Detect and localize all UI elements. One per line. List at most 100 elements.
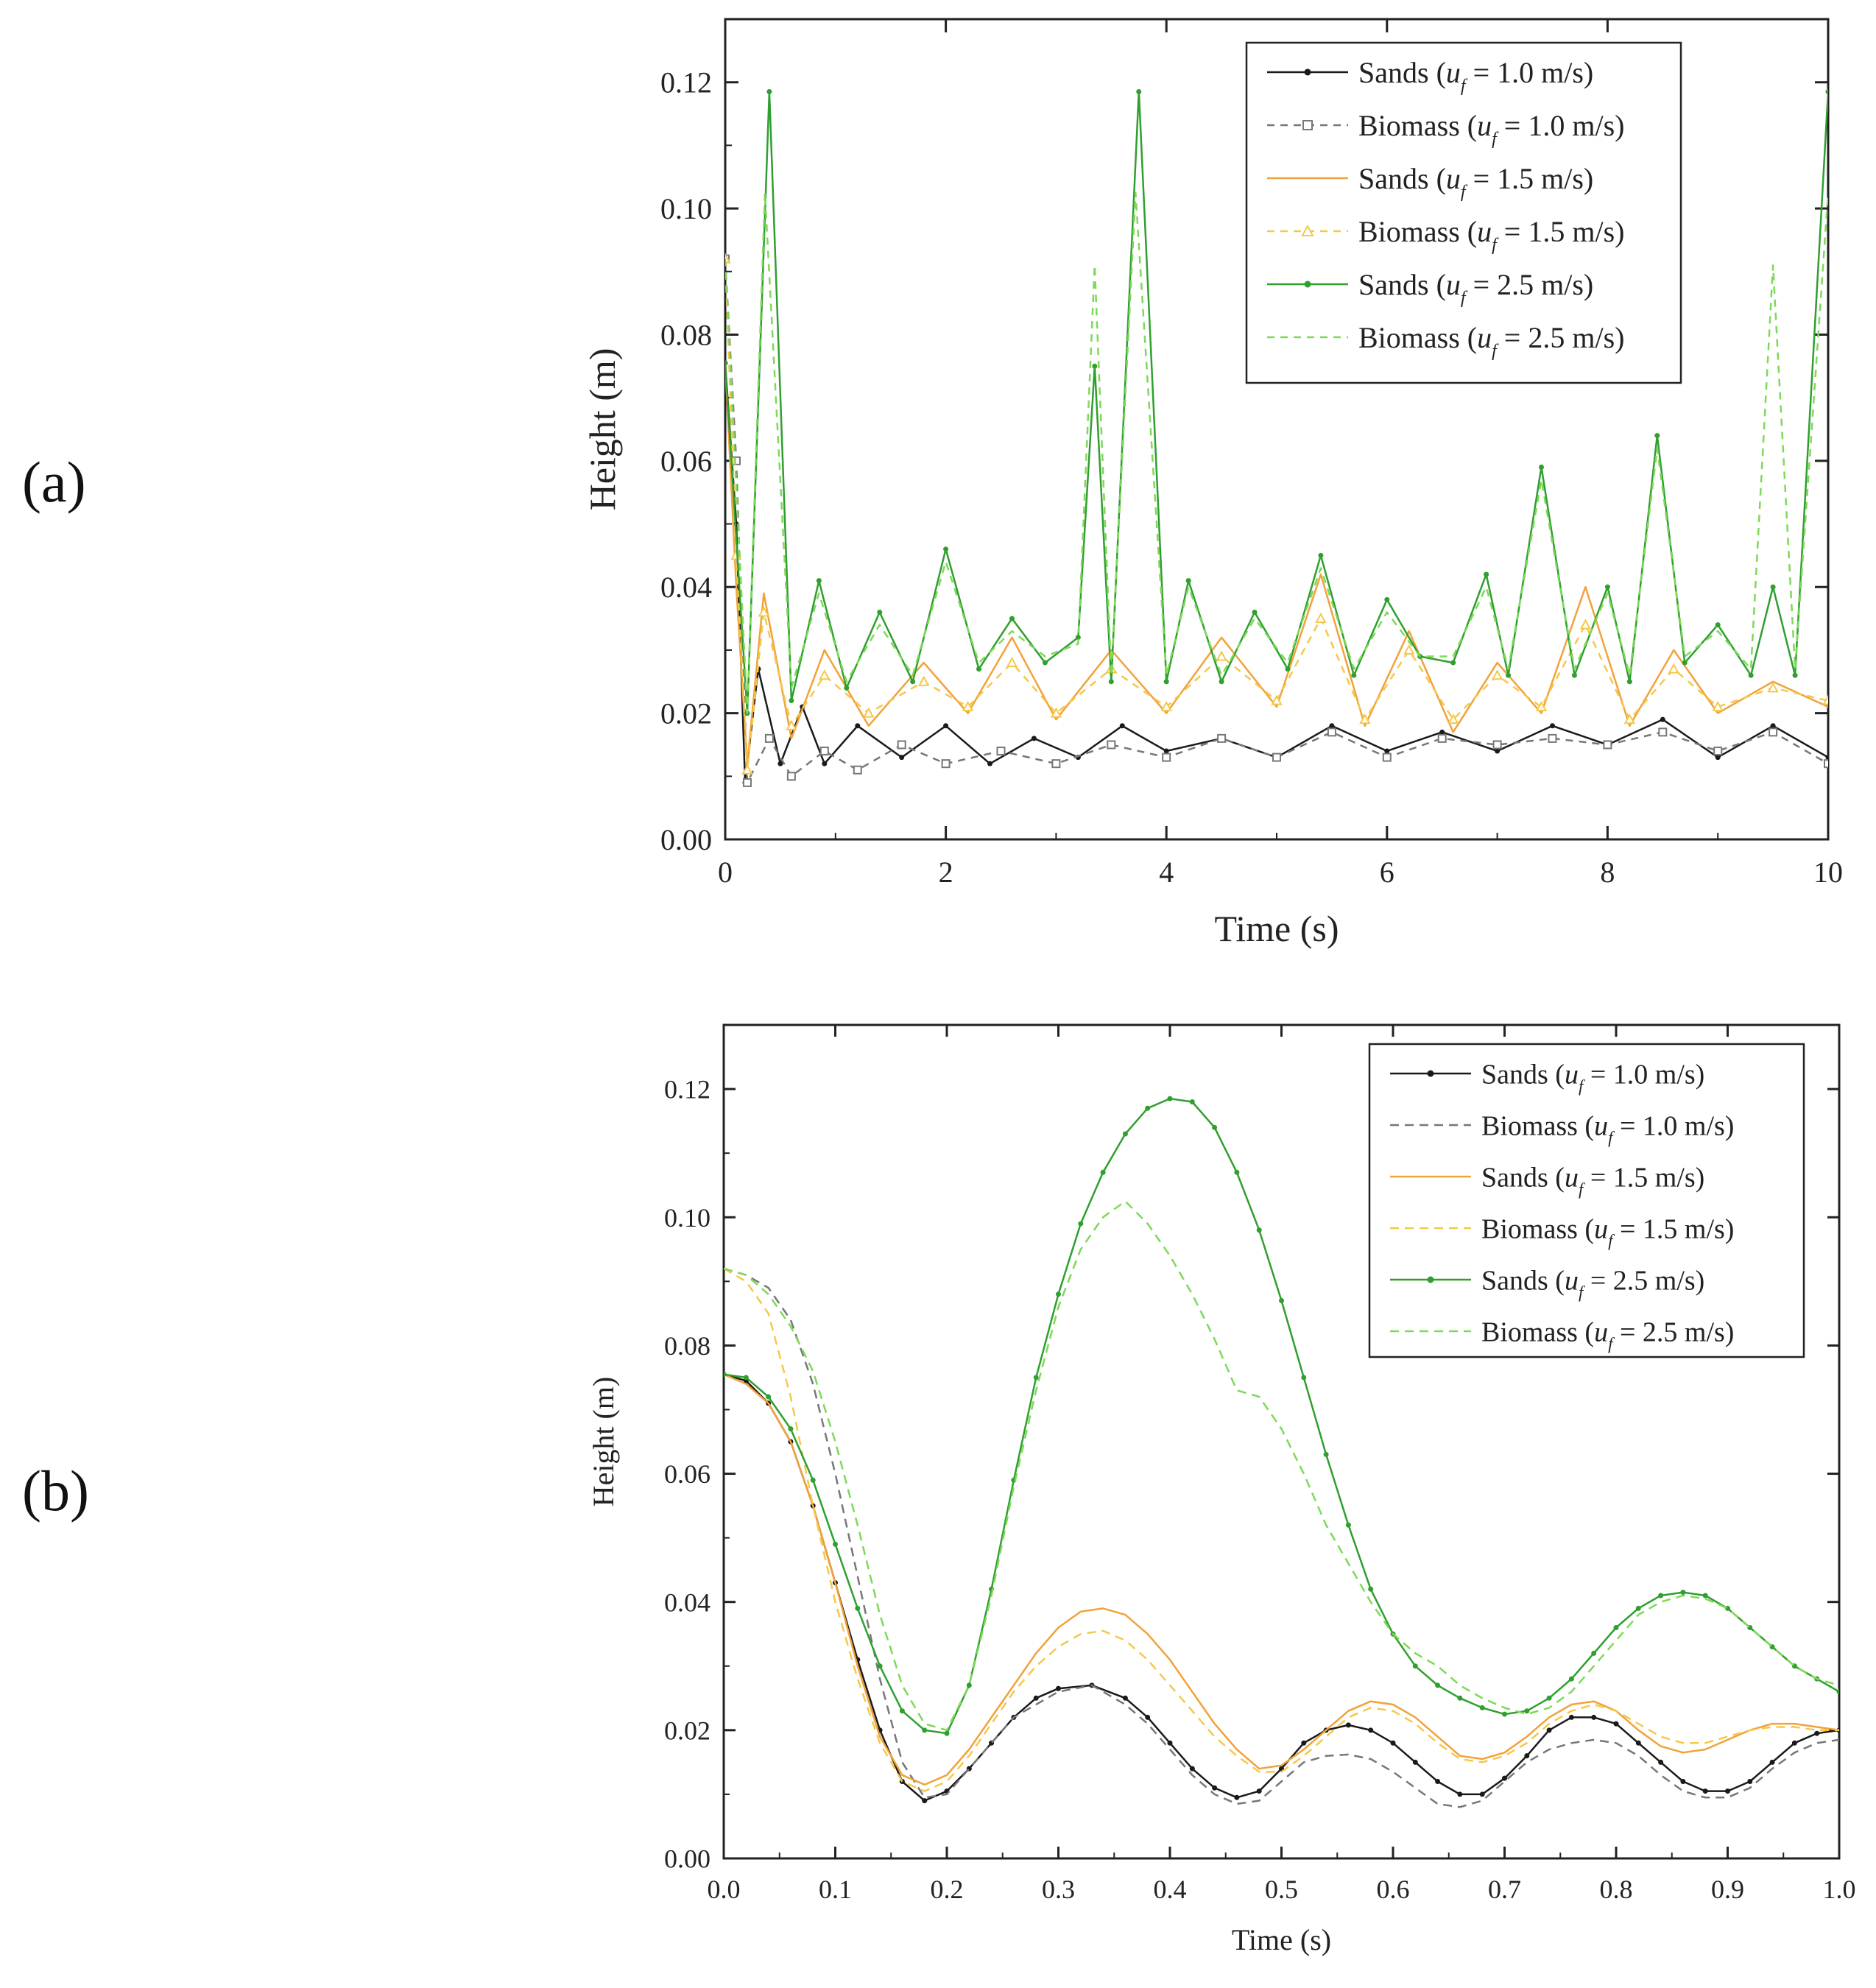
x-tick-label: 0.0 [708, 1875, 741, 1904]
series-point [1535, 700, 1548, 712]
series-point [1682, 660, 1688, 666]
legend-label-4: Biomass (uf = 1.5 m/s) [1481, 1213, 1734, 1249]
series-point [1329, 723, 1335, 729]
series-point [1715, 622, 1721, 628]
series-point [1033, 1375, 1039, 1381]
series-point [1056, 1291, 1061, 1297]
series-point [1524, 1753, 1530, 1759]
y-tick-label: 0.10 [664, 1203, 710, 1233]
series-point [725, 360, 728, 366]
x-tick-label: 2 [939, 856, 953, 889]
series-point [1212, 1785, 1218, 1791]
series-point [941, 759, 951, 769]
series-point [1546, 1727, 1552, 1733]
series-point [1050, 707, 1062, 718]
series-point [855, 723, 861, 729]
series-point [1635, 1740, 1641, 1746]
series-point [1680, 1590, 1686, 1596]
series-point [877, 610, 883, 616]
series-point [1163, 679, 1169, 685]
y-tick-label: 0.08 [664, 1331, 710, 1361]
series-point [1078, 1221, 1084, 1227]
x-tick-label: 0 [718, 856, 733, 889]
series-point [1006, 656, 1018, 668]
series-point [899, 1708, 905, 1714]
series-point [1814, 1730, 1820, 1736]
y-tick-label: 0.12 [664, 1075, 710, 1104]
series-point [1524, 1708, 1530, 1714]
x-tick-label: 6 [1380, 856, 1394, 889]
series-point [1491, 669, 1503, 680]
series-point [1437, 733, 1447, 743]
series-point [1390, 1740, 1396, 1746]
series-point [1234, 1169, 1240, 1175]
chart-panel-b: 0.0 0.1 0.2 0.3 0.4 0.5 0.6 0.7 0.8 0.9 1.0 0.00 0.0… [587, 1023, 1856, 1956]
series-point [1051, 759, 1061, 769]
series-point [1769, 727, 1778, 737]
y-tick-label: 0.00 [660, 823, 712, 856]
series-point [1384, 596, 1390, 602]
series-point [1359, 713, 1371, 725]
series-point [1635, 1605, 1641, 1611]
series-point [1568, 1714, 1574, 1720]
y-axis-label: Height (m) [587, 1377, 620, 1507]
series-point [1792, 672, 1798, 678]
series-point [962, 700, 974, 712]
series-point [1145, 1714, 1151, 1720]
y-tick-label: 0.12 [660, 66, 712, 99]
series-point [855, 1605, 861, 1611]
panel-label-b: (b) [22, 1459, 89, 1523]
series-point [1591, 1650, 1597, 1656]
series-point [1279, 1297, 1284, 1303]
series-point [1384, 748, 1390, 754]
series-point [1824, 759, 1828, 769]
y-tick-label: 0.04 [664, 1587, 710, 1617]
series-point [897, 740, 906, 750]
series-point [1568, 1676, 1574, 1682]
x-tick-label: 0.5 [1265, 1875, 1298, 1904]
legend-marker [1302, 120, 1313, 130]
y-tick-label: 0.02 [660, 697, 712, 730]
series-point [1658, 1759, 1664, 1765]
series-point [1658, 727, 1668, 737]
series-point [1747, 1779, 1753, 1785]
series-point [1825, 755, 1828, 761]
series-point [1167, 1740, 1173, 1746]
x-tick-label: 0.9 [1711, 1875, 1744, 1904]
y-tick-label: 0.10 [660, 192, 712, 225]
series-point [1256, 1227, 1262, 1233]
series-point [1748, 672, 1754, 678]
series-point [766, 89, 772, 95]
series-point [917, 675, 930, 686]
legend-label-5: Sands (uf = 2.5 m/s) [1481, 1265, 1704, 1301]
series-point [1217, 733, 1227, 743]
series-point [1484, 571, 1489, 577]
series-point [764, 733, 774, 743]
panel-label-a: (a) [22, 450, 86, 514]
series-point [853, 765, 862, 775]
series-point [1122, 1695, 1128, 1701]
series-point [1435, 1682, 1441, 1688]
legend: Sands (uf = 1.0 m/s) Biomass (uf = 1.0 m/… [1368, 1043, 1805, 1358]
series-point [1256, 1788, 1262, 1794]
y-tick-label: 0.04 [660, 571, 712, 604]
y-tick-label: 0.00 [664, 1844, 710, 1874]
series-point [943, 723, 949, 729]
series-point [1702, 1593, 1708, 1598]
series-point [1145, 1105, 1151, 1111]
x-tick-label: 8 [1600, 856, 1615, 889]
y-tick-label: 0.08 [660, 318, 712, 351]
legend-box [1368, 1043, 1805, 1358]
series-point [996, 747, 1006, 756]
series-point [1315, 612, 1327, 624]
series-line-2 [724, 1267, 1839, 1808]
series-point [1163, 748, 1169, 754]
series-point [1439, 729, 1445, 735]
plot-area [724, 1096, 1839, 1808]
series-point [1603, 740, 1612, 750]
x-tick-label: 1.0 [1823, 1875, 1856, 1904]
series-point [910, 679, 916, 685]
legend-marker [1427, 1276, 1434, 1283]
x-tick-label: 0.7 [1488, 1875, 1521, 1904]
series-point [899, 755, 905, 761]
